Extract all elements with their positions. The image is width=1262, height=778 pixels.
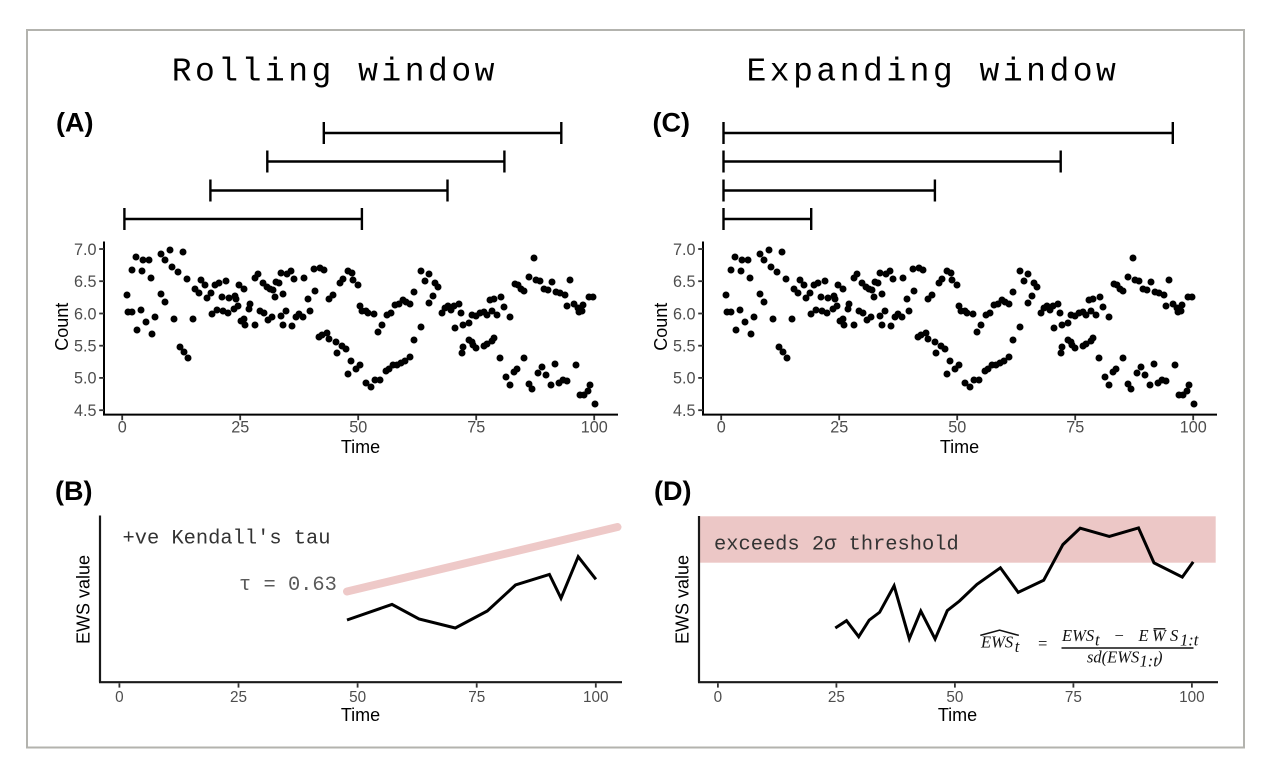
svg-text:50: 50 xyxy=(349,419,367,437)
svg-text:75: 75 xyxy=(1066,419,1084,437)
svg-text:EWS value: EWS value xyxy=(74,555,94,644)
svg-text:0: 0 xyxy=(115,689,124,706)
svg-text:50: 50 xyxy=(349,689,366,706)
svg-text:25: 25 xyxy=(828,689,845,706)
svg-text:(C): (C) xyxy=(653,108,690,138)
svg-text:100: 100 xyxy=(1180,419,1207,437)
svg-text:25: 25 xyxy=(230,689,247,706)
svg-text:1:t: 1:t xyxy=(1180,631,1199,650)
svg-text:S: S xyxy=(1170,626,1178,645)
svg-text:t: t xyxy=(1095,631,1100,650)
svg-text:25: 25 xyxy=(231,419,249,437)
svg-text:−: − xyxy=(1114,626,1125,645)
svg-text:+ve Kendall's tau: +ve Kendall's tau xyxy=(123,528,331,551)
svg-text:t: t xyxy=(1015,637,1020,656)
svg-text:Count: Count xyxy=(651,303,671,351)
svg-text:0: 0 xyxy=(714,689,723,706)
svg-text:Time: Time xyxy=(938,705,977,725)
svg-text:sd(EWS: sd(EWS xyxy=(1087,648,1139,667)
svg-text:6.0: 6.0 xyxy=(74,305,97,323)
svg-text:5.0: 5.0 xyxy=(74,370,97,388)
svg-text:50: 50 xyxy=(946,689,963,706)
svg-text:Time: Time xyxy=(940,437,979,457)
svg-text:100: 100 xyxy=(581,419,608,437)
svg-text:75: 75 xyxy=(468,689,485,706)
svg-text:75: 75 xyxy=(467,419,485,437)
svg-text:E: E xyxy=(1138,626,1149,645)
svg-text:(A): (A) xyxy=(56,108,93,138)
svg-text:5.5: 5.5 xyxy=(74,338,97,356)
svg-text:EWS: EWS xyxy=(980,633,1013,652)
svg-text:50: 50 xyxy=(948,419,966,437)
svg-text:): ) xyxy=(1156,648,1163,667)
svg-text:7.0: 7.0 xyxy=(673,241,696,259)
svg-text:EWS: EWS xyxy=(1061,626,1094,645)
svg-text:Expanding window: Expanding window xyxy=(747,54,1120,91)
svg-text:5.5: 5.5 xyxy=(673,338,696,356)
svg-text:100: 100 xyxy=(1179,689,1205,706)
svg-text:4.5: 4.5 xyxy=(673,402,696,420)
svg-text:1:t: 1:t xyxy=(1140,652,1159,671)
svg-text:W: W xyxy=(1152,626,1167,645)
svg-text:100: 100 xyxy=(583,689,609,706)
svg-text:6.5: 6.5 xyxy=(74,273,97,291)
svg-text:25: 25 xyxy=(830,419,848,437)
svg-text:0: 0 xyxy=(717,419,726,437)
svg-text:0: 0 xyxy=(118,419,127,437)
svg-text:EWS value: EWS value xyxy=(673,555,693,644)
svg-text:Count: Count xyxy=(52,303,72,351)
svg-text:exceeds 2σ threshold: exceeds 2σ threshold xyxy=(714,534,959,557)
svg-text:5.0: 5.0 xyxy=(673,370,696,388)
svg-text:7.0: 7.0 xyxy=(74,241,97,259)
svg-text:(D): (D) xyxy=(654,476,691,506)
svg-text:Time: Time xyxy=(341,705,380,725)
svg-text:Time: Time xyxy=(341,437,380,457)
svg-text:=: = xyxy=(1037,634,1048,653)
svg-text:4.5: 4.5 xyxy=(74,402,97,420)
svg-text:Rolling window: Rolling window xyxy=(172,54,498,91)
svg-text:6.5: 6.5 xyxy=(673,273,696,291)
svg-text:τ = 0.63: τ = 0.63 xyxy=(239,574,337,597)
svg-text:75: 75 xyxy=(1065,689,1082,706)
svg-text:(B): (B) xyxy=(55,476,92,506)
svg-text:6.0: 6.0 xyxy=(673,305,696,323)
